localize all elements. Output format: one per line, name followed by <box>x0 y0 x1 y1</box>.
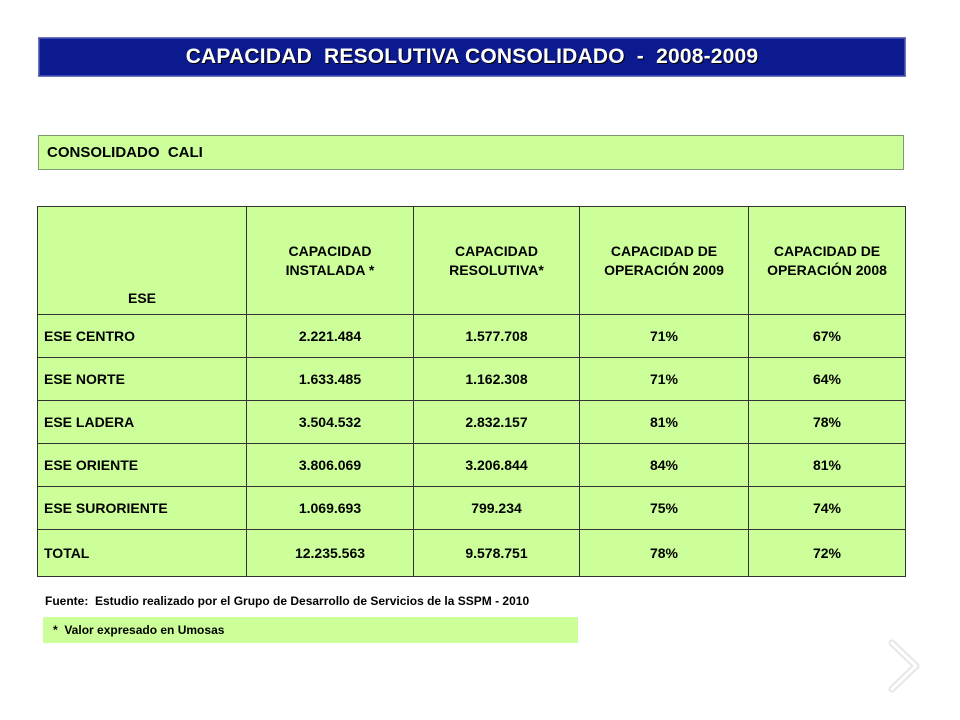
cell-resolutive: 1.577.708 <box>413 314 580 358</box>
table-row: ESE CENTRO 2.221.484 1.577.708 71% 67% <box>37 314 906 358</box>
table-row: ESE ORIENTE 3.806.069 3.206.844 84% 81% <box>37 443 906 487</box>
cell-ese: TOTAL <box>37 529 247 577</box>
footnote-banner: * Valor expresado en Umosas <box>43 617 578 643</box>
cell-resolutive: 799.234 <box>413 486 580 530</box>
table-row: ESE LADERA 3.504.532 2.832.157 81% 78% <box>37 400 906 444</box>
footnote-text: * Valor expresado en Umosas <box>53 623 225 637</box>
cell-resolutive: 9.578.751 <box>413 529 580 577</box>
cell-installed: 1.069.693 <box>246 486 414 530</box>
cell-operation-2009: 75% <box>579 486 749 530</box>
cell-operation-2009: 78% <box>579 529 749 577</box>
source-note: Fuente: Estudio realizado por el Grupo d… <box>45 594 530 608</box>
page-title: CAPACIDAD RESOLUTIVA CONSOLIDADO - 2008-… <box>185 45 759 68</box>
cell-resolutive: 2.832.157 <box>413 400 580 444</box>
cell-ese: ESE CENTRO <box>37 314 247 358</box>
table-row: ESE SURORIENTE 1.069.693 799.234 75% 74% <box>37 486 906 530</box>
cell-operation-2008: 67% <box>748 314 906 358</box>
cell-ese: ESE NORTE <box>37 357 247 401</box>
cell-operation-2008: 74% <box>748 486 906 530</box>
column-header-operation-2008: CAPACIDAD DE OPERACIÓN 2008 <box>748 206 906 315</box>
cell-resolutive: 3.206.844 <box>413 443 580 487</box>
section-banner: CONSOLIDADO CALI <box>38 135 904 170</box>
capacity-table: ESE CAPACIDAD INSTALADA * CAPACIDAD RESO… <box>37 206 906 577</box>
cell-operation-2009: 81% <box>579 400 749 444</box>
column-header-installed: CAPACIDAD INSTALADA * <box>246 206 414 315</box>
cell-operation-2009: 84% <box>579 443 749 487</box>
table-row: ESE NORTE 1.633.485 1.162.308 71% 64% <box>37 357 906 401</box>
table-row-total: TOTAL 12.235.563 9.578.751 78% 72% <box>37 529 906 577</box>
cell-installed: 2.221.484 <box>246 314 414 358</box>
section-title: CONSOLIDADO CALI <box>47 144 203 161</box>
cell-operation-2009: 71% <box>579 314 749 358</box>
column-header-operation-2009: CAPACIDAD DE OPERACIÓN 2009 <box>579 206 749 315</box>
cell-ese: ESE ORIENTE <box>37 443 247 487</box>
title-banner: CAPACIDAD RESOLUTIVA CONSOLIDADO - 2008-… <box>38 37 906 77</box>
cell-installed: 1.633.485 <box>246 357 414 401</box>
cell-installed: 3.504.532 <box>246 400 414 444</box>
cell-ese: ESE SURORIENTE <box>37 486 247 530</box>
cell-operation-2009: 71% <box>579 357 749 401</box>
cell-installed: 12.235.563 <box>246 529 414 577</box>
column-header-ese: ESE <box>37 206 247 315</box>
cell-operation-2008: 72% <box>748 529 906 577</box>
cell-ese: ESE LADERA <box>37 400 247 444</box>
table-header-row: ESE CAPACIDAD INSTALADA * CAPACIDAD RESO… <box>37 206 906 315</box>
cell-resolutive: 1.162.308 <box>413 357 580 401</box>
cell-operation-2008: 81% <box>748 443 906 487</box>
cell-operation-2008: 78% <box>748 400 906 444</box>
cell-operation-2008: 64% <box>748 357 906 401</box>
column-header-resolutive: CAPACIDAD RESOLUTIVA* <box>413 206 580 315</box>
chevron-right-icon[interactable] <box>884 638 924 694</box>
cell-installed: 3.806.069 <box>246 443 414 487</box>
